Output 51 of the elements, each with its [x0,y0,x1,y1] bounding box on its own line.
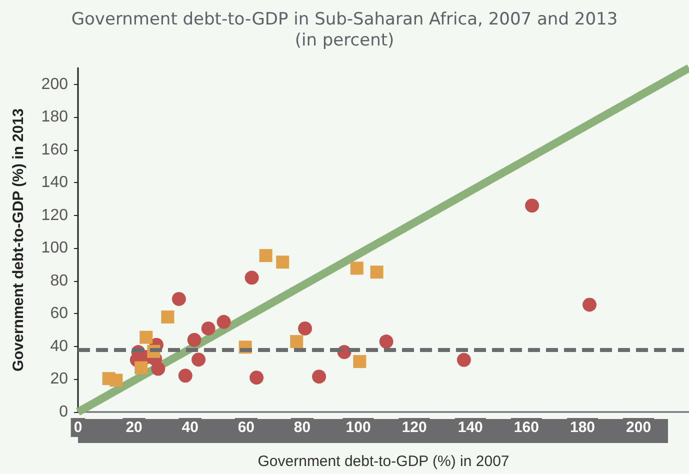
x-tick-label: 0 [74,419,82,436]
point [350,262,364,275]
y-tick-label: 160 [41,141,68,158]
y-tick-label: 0 [59,404,68,420]
point [192,352,206,367]
y-tick-label: 80 [50,272,68,290]
x-axis-title: Government debt-to-GDP (%) in 2007 [258,453,510,470]
x-tick-label: 60 [238,419,255,436]
point [582,298,596,312]
y-tick-label: 120 [41,206,68,224]
point [140,330,153,344]
y-tick-label: 140 [41,174,68,192]
point [370,266,384,279]
point [312,370,326,384]
x-tick-label: 120 [402,419,427,436]
x-tick-label: 200 [626,419,652,436]
point [259,249,272,262]
point [187,332,202,347]
x-tick-label: 80 [294,419,311,436]
point [250,370,264,385]
point [244,270,259,285]
point [379,334,394,349]
x-tick-label: 20 [126,419,142,436]
point [525,198,540,213]
y-tick-label: 200 [41,76,68,93]
y-tick-label: 40 [50,338,68,355]
chart-subtitle: (in percent) [294,30,394,50]
point [134,361,148,374]
x-tick-label: 100 [346,419,371,436]
point [110,374,123,387]
point [161,310,174,324]
point [276,256,290,269]
y-tick-label: 180 [41,108,68,126]
point [216,314,231,329]
point [172,292,186,306]
point [353,355,366,368]
x-tick-label: 160 [514,419,539,436]
x-tick-label: 40 [182,419,198,436]
point [298,321,312,336]
point [201,321,216,336]
point [456,352,471,367]
point [290,335,304,348]
y-tick-label: 100 [41,240,68,257]
point [151,362,166,376]
y-tick-label: 60 [50,305,68,322]
x-tick-label: 180 [570,419,596,436]
y-axis-title: Government debt-to-GDP (%) in 2013 [10,108,27,372]
chart-title: Government debt-to-GDP in Sub-Saharan Africa, 2007 and 2013 [71,10,618,30]
x-tick-label: 140 [458,419,483,436]
y-tick-label: 20 [50,370,68,388]
point [178,368,192,383]
